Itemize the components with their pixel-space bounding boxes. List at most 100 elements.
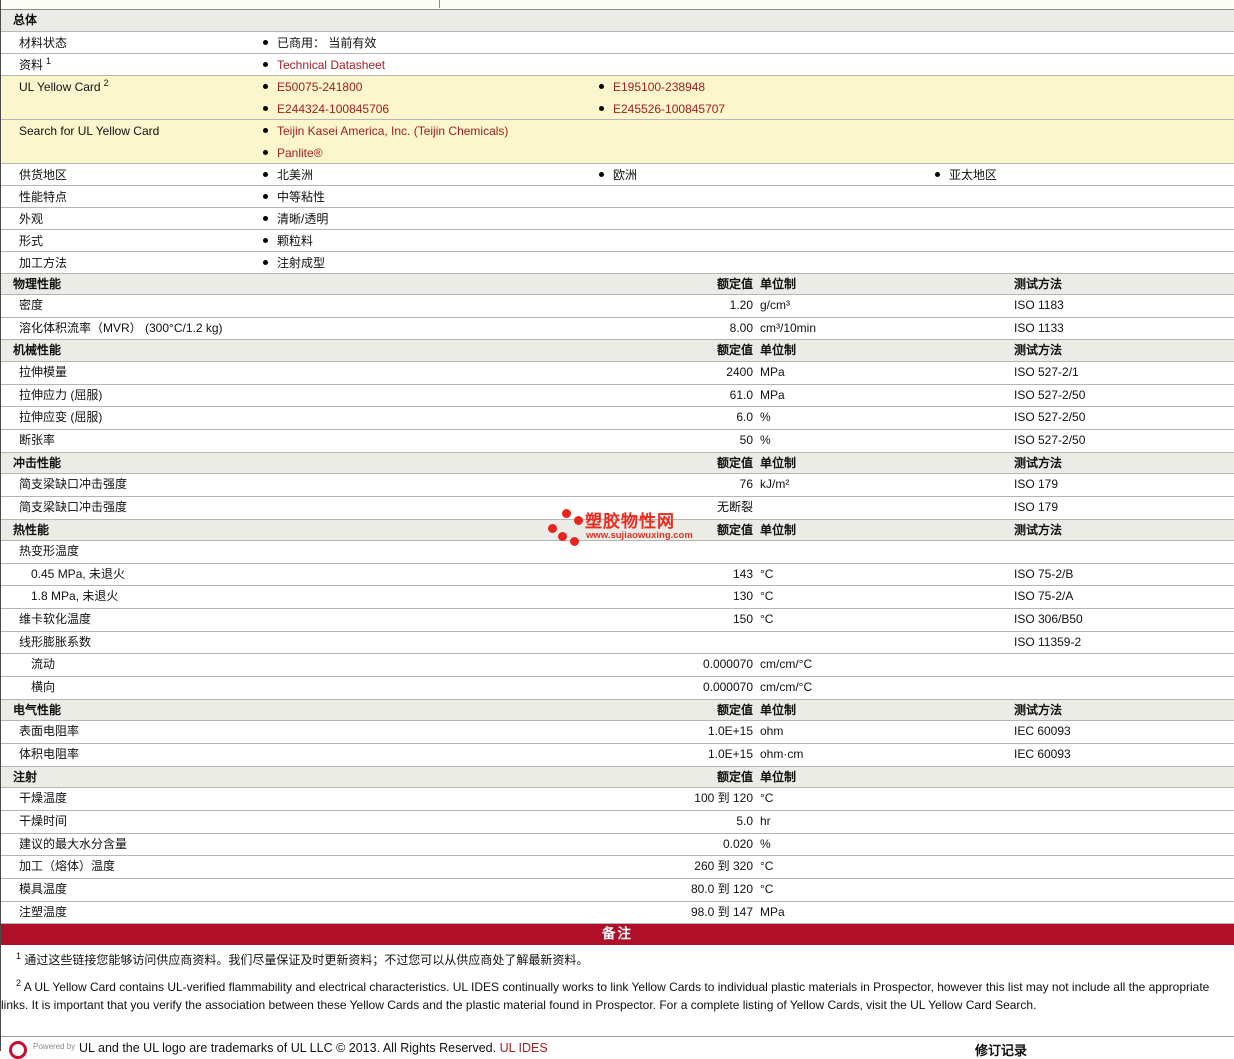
property-label: 表面电阻率 xyxy=(19,724,80,739)
property-label: 断张率 xyxy=(19,432,56,447)
bullet-icon xyxy=(263,105,268,111)
bullet-text: 欧洲 xyxy=(613,167,638,182)
notes-band-title: 备注 xyxy=(602,926,633,942)
property-unit: kJ/m² xyxy=(760,477,790,492)
property-label: 干燥温度 xyxy=(19,791,68,806)
property-unit: MPa xyxy=(760,387,785,402)
link[interactable]: Teijin Kasei America, Inc. (Teijin Chemi… xyxy=(277,123,509,138)
test-method-column-header: 测试方法 xyxy=(1014,276,1063,291)
section-title: 总体 xyxy=(13,13,38,27)
bullet-icon xyxy=(263,215,268,221)
bullet-text: 北美洲 xyxy=(277,167,314,182)
property-row: 拉伸应力 (屈服) 61.0 MPa ISO 527-2/50 xyxy=(1,384,1234,408)
property-row: 注塑温度 98.0 到 147 MPa xyxy=(1,901,1234,925)
property-value: 0.000070 xyxy=(702,680,753,695)
property-unit: cm/cm/°C xyxy=(760,680,813,695)
bullet-icon xyxy=(599,171,604,177)
test-method: ISO 527-2/1 xyxy=(1014,364,1079,379)
property-value: 50 xyxy=(739,432,753,447)
property-label: 干燥时间 xyxy=(19,813,68,828)
ul-ides-link[interactable]: UL IDES xyxy=(499,1041,548,1055)
property-label: 注塑温度 xyxy=(19,904,68,919)
bullet-icon xyxy=(263,193,268,199)
link[interactable]: E245526-100845707 xyxy=(613,101,726,116)
property-label: 拉伸模量 xyxy=(19,364,68,379)
powered-by-label: Powered by xyxy=(33,1042,76,1051)
rated-value-column-header: 额定值 xyxy=(716,343,753,358)
property-unit: g/cm³ xyxy=(760,298,790,312)
property-row: 建议的最大水分含量 0.020% xyxy=(1,833,1234,857)
section-header-row: 注射 额定值 单位制 xyxy=(1,766,1234,789)
link[interactable]: E50075-241800 xyxy=(277,79,363,94)
bullet-icon xyxy=(263,61,268,67)
property-label-text: 材料状态 xyxy=(19,35,68,50)
property-unit: ohm·cm xyxy=(760,747,804,761)
property-unit: ohm xyxy=(760,724,784,739)
property-value: 61.0 xyxy=(729,387,753,402)
footnote-ref: 1 xyxy=(46,55,52,66)
bullet-item: E50075-241800 xyxy=(263,76,362,98)
bullet-text: 颗粒料 xyxy=(277,233,314,248)
bullet-item: Technical Datasheet xyxy=(263,54,385,76)
property-label: 密度 xyxy=(19,298,44,312)
test-method: ISO 75-2/B xyxy=(1014,566,1074,581)
property-label-text: Search for UL Yellow Card xyxy=(19,123,160,138)
property-label: Search for UL Yellow Card xyxy=(19,120,159,142)
rated-value-column-header: 额定值 xyxy=(716,276,753,291)
property-row: 简支梁缺口冲击强度 76 kJ/m² ISO 179 xyxy=(1,474,1234,497)
property-unit: % xyxy=(760,410,771,425)
test-method: ISO 11359-2 xyxy=(1014,634,1082,649)
property-row: 干燥温度 100 到 120 °C xyxy=(1,788,1234,811)
property-label: 外观 xyxy=(19,208,43,230)
bullet-item: 注射成型 xyxy=(263,252,325,274)
bullet-item: 欧洲 xyxy=(599,164,637,186)
footnote-text: A UL Yellow Card contains UL-verified fl… xyxy=(1,980,1210,1013)
property-value: 2400 xyxy=(726,364,753,379)
section-title: 注射 xyxy=(13,769,38,784)
property-row: 1.8 MPa, 未退火 130 °C ISO 75-2/A xyxy=(1,586,1234,610)
link[interactable]: Technical Datasheet xyxy=(277,57,386,72)
property-label-text: 供货地区 xyxy=(19,167,68,182)
test-method-column-header: 测试方法 xyxy=(1014,455,1063,470)
test-method: IEC 60093 xyxy=(1014,747,1071,761)
property-label: 模具温度 xyxy=(19,881,68,896)
property-label: 加工方法 xyxy=(19,252,67,274)
section-title: 热性能 xyxy=(13,522,50,537)
property-label-text: 加工方法 xyxy=(19,255,68,270)
section-title: 机械性能 xyxy=(13,343,62,358)
bullet-row: 形式 颗粒料 xyxy=(1,229,1234,252)
test-method-column-header: 测试方法 xyxy=(1014,702,1063,717)
footer-text: UL and the UL logo are trademarks of UL … xyxy=(79,1041,548,1055)
unit-column-header: 单位制 xyxy=(760,276,797,291)
property-row: 模具温度 80.0 到 120 °C xyxy=(1,878,1234,902)
test-method: IEC 60093 xyxy=(1014,724,1071,739)
test-method: ISO 527-2/50 xyxy=(1014,410,1086,425)
property-value: 150 xyxy=(732,612,753,627)
link[interactable]: E195100-238948 xyxy=(613,79,706,94)
link[interactable]: Panlite® xyxy=(277,145,323,160)
property-value: 6.0 xyxy=(736,410,753,425)
property-label: 热变形温度 xyxy=(19,544,80,558)
link[interactable]: E244324-100845706 xyxy=(277,101,390,116)
test-method-column-header: 测试方法 xyxy=(1014,343,1063,358)
section-title: 物理性能 xyxy=(13,276,62,291)
property-label-text: 外观 xyxy=(19,211,44,226)
property-unit: MPa xyxy=(760,364,785,379)
test-method-column-header: 测试方法 xyxy=(1014,522,1063,537)
property-row: 溶化体积流率（MVR） (300°C/1.2 kg) 8.00 cm³/10min I… xyxy=(1,317,1234,341)
section-header-row: 物理性能 额定值 单位制 测试方法 xyxy=(1,273,1234,295)
property-row: 横向 0.000070 cm/cm/°C xyxy=(1,677,1234,700)
trademark-text: UL and the UL logo are trademarks of UL … xyxy=(79,1041,497,1055)
property-unit: cm³/10min xyxy=(760,320,817,335)
rated-value-column-header: 额定值 xyxy=(716,769,753,784)
section-header-row: 总体 xyxy=(1,10,1234,32)
bullet-text: 亚太地区 xyxy=(949,167,998,182)
top-strip xyxy=(1,0,1234,10)
property-label: 线形膨胀系数 xyxy=(19,634,92,649)
test-method: ISO 179 xyxy=(1014,477,1059,492)
bullet-row: 性能特点 中等粘性 xyxy=(1,185,1234,208)
property-value: 143 xyxy=(732,566,753,581)
bullet-row: 外观 清晰/透明 xyxy=(1,207,1234,230)
bullet-item: Panlite® xyxy=(263,142,323,164)
